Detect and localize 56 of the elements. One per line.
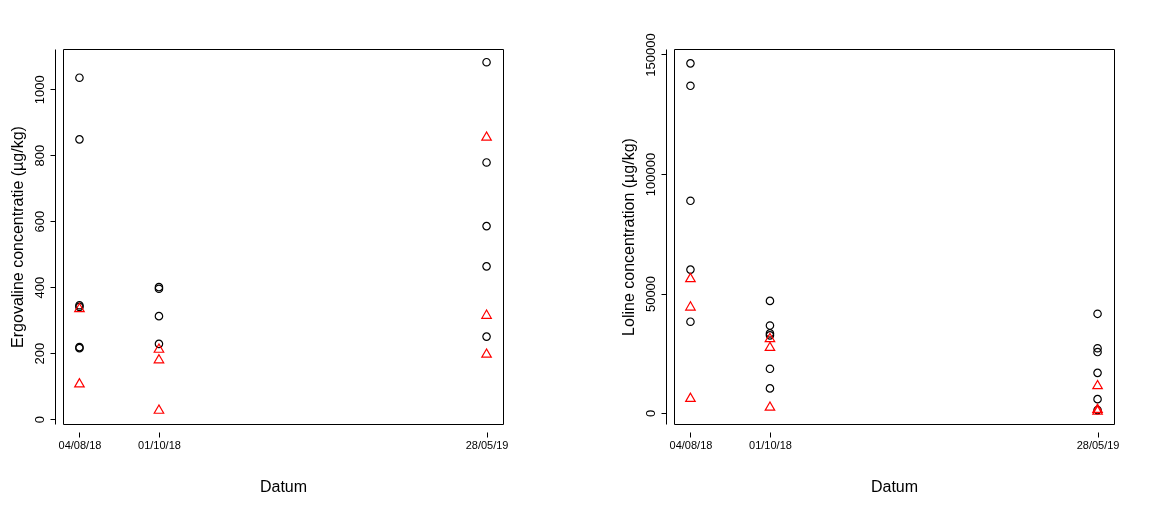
point (482, 57, 491, 67)
y-tick-label: 0 (31, 415, 47, 424)
x-tick-label: 28/05/19 (465, 438, 509, 451)
point (686, 81, 695, 91)
point (765, 384, 775, 393)
point (686, 59, 695, 68)
point (686, 196, 695, 206)
y-tick-label: 100000 (642, 152, 658, 197)
x-tick-label: 01/10/18 (138, 438, 181, 451)
point (482, 262, 491, 271)
point (1093, 309, 1102, 319)
point (685, 301, 696, 311)
x-tick-label: 04/08/18 (58, 438, 102, 451)
point (1093, 394, 1102, 404)
x-axis-title: Datum (870, 477, 919, 495)
y-tick-label: 600 (31, 210, 47, 233)
x-tick-label: 01/10/18 (749, 438, 792, 451)
y-tick-label: 0 (642, 409, 658, 418)
point (686, 317, 695, 327)
point (765, 296, 775, 306)
point (1092, 379, 1103, 390)
x-axis-title: Datum (259, 477, 308, 495)
point (75, 73, 84, 82)
point (481, 309, 492, 319)
y-axis-title: Ergovaline concentratie (µg/kg) (8, 126, 26, 348)
point (153, 353, 165, 364)
x-tick-label: 04/08/18 (669, 438, 713, 451)
point (765, 364, 775, 374)
point (686, 265, 695, 274)
point (481, 131, 492, 141)
point (481, 348, 492, 358)
point (153, 343, 165, 353)
point (154, 339, 164, 349)
point (685, 272, 696, 283)
point (482, 332, 491, 341)
y-tick-label: 400 (31, 276, 47, 299)
point (1093, 347, 1102, 357)
x-tick-label: 28/05/19 (1076, 438, 1120, 451)
point (482, 221, 491, 231)
point (154, 311, 164, 321)
point (1093, 368, 1102, 378)
y-axis-title: Loline concentration (µg/kg) (619, 138, 637, 336)
point (75, 135, 84, 144)
point (1093, 343, 1102, 353)
y-tick-label: 200 (31, 342, 47, 365)
point (685, 392, 696, 402)
point (482, 158, 491, 167)
point (764, 341, 776, 352)
y-tick-label: 150000 (642, 33, 658, 77)
y-tick-label: 800 (31, 144, 47, 167)
point (765, 321, 775, 330)
point (153, 404, 165, 414)
y-tick-label: 50000 (642, 275, 658, 313)
point (764, 401, 776, 411)
point (74, 378, 85, 388)
y-tick-label: 1000 (31, 75, 47, 105)
